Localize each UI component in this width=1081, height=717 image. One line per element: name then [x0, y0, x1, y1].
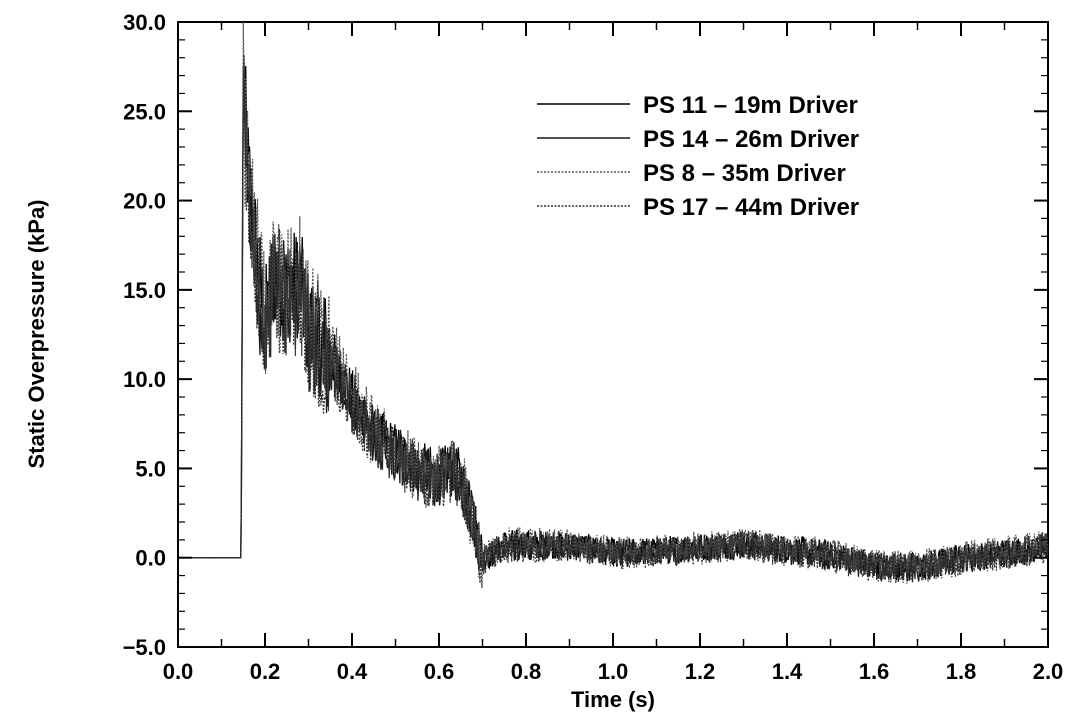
x-tick-label-0: 0.0 — [163, 659, 194, 684]
x-tick-label-2: 0.4 — [337, 659, 368, 684]
x-tick-label-1: 0.2 — [250, 659, 281, 684]
x-tick-label-3: 0.6 — [424, 659, 455, 684]
ticks-layer: 0.0 0.2 0.4 0.6 0.8 1.0 1.2 1.4 1.6 1.8 2.0−5.00.0… — [123, 10, 1064, 684]
legend-label-0: PS 11 – 19m Driver — [643, 92, 858, 119]
y-tick-label-0: −5.0 — [123, 635, 166, 660]
x-tick-label-8: 1.6 — [859, 659, 890, 684]
x-tick-label-7: 1.4 — [772, 659, 803, 684]
x-tick-label-10: 2.0 — [1033, 659, 1064, 684]
y-axis-title: Static Overpressure (kPa) — [24, 199, 49, 468]
series-layer — [178, 21, 1049, 589]
x-tick-label-9: 1.8 — [946, 659, 977, 684]
y-tick-label-7: 30.0 — [123, 10, 166, 35]
x-tick-label-5: 1.0 — [598, 659, 629, 684]
legend-label-2: PS 8 – 35m Driver — [643, 160, 846, 187]
series-line-3 — [178, 91, 1049, 589]
y-tick-label-6: 25.0 — [123, 99, 166, 124]
x-tick-label-4: 0.8 — [511, 659, 542, 684]
y-tick-label-1: 0.0 — [135, 546, 166, 571]
y-tick-label-3: 10.0 — [123, 367, 166, 392]
legend-label-1: PS 14 – 26m Driver — [643, 126, 859, 153]
y-tick-label-2: 5.0 — [135, 456, 166, 481]
series-line-2 — [178, 21, 1049, 578]
series-line-0 — [178, 62, 1049, 581]
legend-label-3: PS 17 – 44m Driver — [643, 194, 859, 221]
legend: PS 11 – 19m Driver PS 14 – 26m Driver PS 8… — [537, 92, 859, 221]
y-tick-label-5: 20.0 — [123, 189, 166, 214]
x-tick-label-6: 1.2 — [685, 659, 716, 684]
y-tick-label-4: 15.0 — [123, 278, 166, 303]
x-axis-title: Time (s) — [571, 687, 655, 712]
